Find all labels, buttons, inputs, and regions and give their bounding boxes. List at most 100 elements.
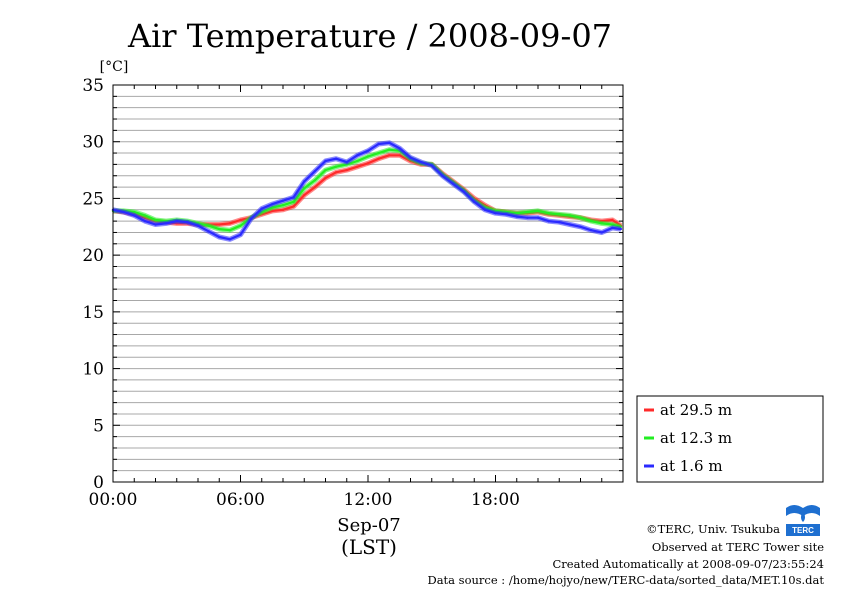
data-point [122, 210, 125, 214]
data-point [579, 225, 582, 228]
data-point [281, 208, 285, 211]
data-point [515, 215, 518, 218]
data-point [239, 224, 242, 227]
data-point [356, 159, 359, 163]
data-point [228, 228, 232, 232]
terc-logo: TERC [784, 502, 822, 538]
data-point [271, 202, 274, 206]
data-point [409, 156, 412, 159]
y-axis-label: [°C] [100, 59, 129, 75]
data-point [186, 221, 189, 224]
data-point [303, 193, 306, 197]
data-point [547, 219, 550, 223]
data-point [133, 214, 136, 217]
y-tick-label: 35 [82, 76, 104, 96]
data-point [207, 230, 210, 233]
data-source-text: Data source : /home/hojyo/new/TERC-data/… [427, 573, 824, 587]
data-point [228, 238, 232, 241]
data-point [196, 224, 200, 227]
y-tick-label: 25 [82, 189, 104, 209]
plot-frame [112, 84, 624, 483]
data-point [334, 171, 338, 174]
data-point [313, 185, 317, 189]
data-point [334, 157, 338, 160]
data-point [483, 208, 487, 211]
data-point [324, 159, 327, 163]
data-point [536, 216, 540, 219]
data-point [419, 160, 423, 164]
data-point [547, 211, 550, 215]
y-tick-label: 15 [82, 303, 104, 323]
data-point [504, 213, 508, 216]
data-point [388, 154, 391, 157]
grid-lines [113, 95, 623, 472]
data-point [143, 219, 147, 223]
data-point [345, 160, 348, 164]
data-point [303, 187, 306, 190]
series-band-at-29-5-m [112, 152, 623, 228]
x-tick-label: 18:00 [471, 490, 520, 510]
data-point [313, 179, 317, 182]
copyright-text: ©TERC, Univ. Tsukuba [646, 522, 780, 536]
x-tick-label: 12:00 [344, 490, 393, 510]
data-point [619, 227, 623, 231]
y-tick-label: 20 [82, 246, 104, 266]
data-point [334, 165, 338, 168]
data-point [473, 200, 476, 204]
data-point [398, 147, 402, 150]
y-tick-label: 5 [93, 416, 104, 436]
data-point [292, 200, 295, 204]
data-point [388, 141, 391, 145]
data-point [345, 168, 348, 172]
svg-text:TERC: TERC [792, 526, 814, 535]
data-point [462, 190, 465, 193]
y-tick-label: 30 [82, 133, 104, 153]
data-point [515, 211, 518, 215]
data-point [292, 196, 295, 199]
data-point [249, 217, 253, 221]
data-point [536, 209, 540, 213]
data-point [377, 157, 380, 160]
data-point [356, 154, 359, 157]
data-point [324, 168, 327, 172]
data-point [281, 204, 285, 207]
data-point [154, 223, 157, 226]
data-point [589, 228, 593, 232]
data-point [600, 222, 603, 225]
data-point [313, 170, 317, 173]
data-point [154, 218, 157, 222]
data-point [441, 174, 444, 177]
data-point [494, 211, 497, 215]
data-point [228, 222, 232, 225]
data-point [164, 222, 168, 225]
data-point [579, 216, 582, 219]
chart-title: Air Temperature / 2008-09-07 [127, 17, 612, 55]
legend-box [636, 395, 824, 483]
data-point [398, 154, 402, 157]
data-point [281, 199, 285, 202]
data-point [207, 224, 210, 227]
data-point [558, 213, 561, 216]
data-point [175, 219, 178, 223]
data-point [558, 221, 561, 224]
data-point [260, 207, 263, 210]
data-point [611, 218, 614, 222]
data-point [600, 231, 603, 234]
y-tick-label: 0 [93, 473, 104, 493]
data-point [568, 223, 572, 226]
axis-ticks: 0 5 10 15 20 25 30 35 00:00 06:00 12:00 18:00 [82, 76, 624, 510]
observed-at-text: Observed at TERC Tower site [651, 540, 824, 554]
data-point [377, 142, 380, 146]
data-point [303, 180, 306, 183]
data-point [388, 148, 391, 151]
data-point [377, 151, 380, 155]
data-point [356, 165, 359, 168]
data-point [143, 214, 147, 217]
data-point [589, 219, 593, 223]
data-point [239, 233, 242, 236]
created-at-text: Created Automatically at 2008-09-07/23:5… [552, 557, 825, 571]
data-series [111, 140, 623, 242]
data-point [430, 164, 433, 167]
data-point [324, 176, 327, 180]
